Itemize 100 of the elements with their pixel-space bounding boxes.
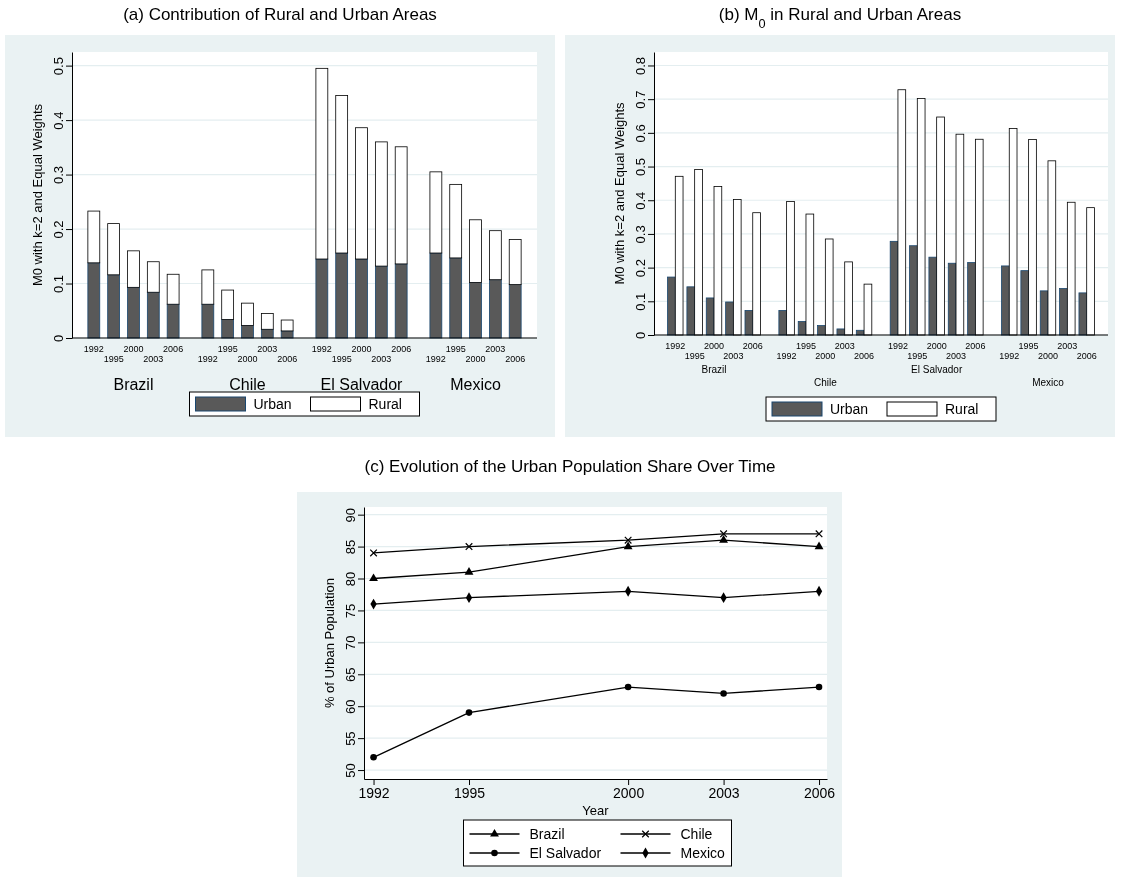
- point: [814, 541, 824, 550]
- x-tick-label: 2003: [485, 344, 506, 354]
- point: [815, 529, 823, 538]
- y-tick-label: 0.4: [51, 111, 66, 130]
- y-tick-label: 0.8: [633, 56, 648, 76]
- y-tick-label: 50: [343, 763, 358, 778]
- x-tick-label: 2006: [391, 344, 412, 354]
- x-tick-label: 1992: [358, 784, 390, 801]
- point: [624, 536, 633, 545]
- point: [624, 683, 632, 691]
- y-tick-label: 55: [343, 731, 358, 746]
- y-axis-title: M0 with k=2 and Equal Weights: [30, 103, 45, 287]
- y-tick-label: 0.1: [51, 274, 66, 294]
- legend-label: Rural: [945, 401, 979, 417]
- x-tick-label: 2000: [926, 341, 947, 351]
- text: Brazil: [113, 376, 154, 393]
- x-tick-label: 1992: [425, 354, 446, 364]
- y-tick-label: 0: [51, 334, 66, 343]
- y-tick-label: 0.3: [633, 225, 648, 244]
- point: [464, 567, 474, 575]
- y-tick-label: 0.7: [633, 90, 648, 109]
- x-tick-label: 2000: [123, 344, 144, 354]
- point: [370, 754, 377, 761]
- x-tick-label: 2000: [237, 354, 258, 364]
- x-tick-label: 1992: [83, 344, 104, 354]
- x-tick-label: 2006: [742, 341, 763, 351]
- y-tick-label: 0: [633, 331, 648, 340]
- point: [719, 535, 729, 543]
- y-tick-label: 75: [343, 603, 358, 619]
- x-tick-label: 2006: [505, 354, 526, 364]
- point: [623, 541, 633, 550]
- y-tick-label: 65: [343, 667, 358, 683]
- point: [369, 573, 378, 582]
- y-axis-title: M0 with k=2 and Equal Weights: [612, 101, 627, 285]
- x-tick-label: 2000: [351, 344, 372, 354]
- legend-label: Rural: [368, 396, 402, 412]
- x-tick-label: 1992: [197, 354, 218, 364]
- x-tick-label: 2006: [1076, 351, 1097, 361]
- x-tick-label: 2003: [257, 344, 278, 354]
- y-tick-label: 0.5: [633, 158, 648, 177]
- x-tick-label: 2006: [163, 344, 184, 354]
- chart-title: (b) M$_{0}$ in Rural and Urban Areas: [718, 5, 962, 31]
- point: [720, 690, 727, 697]
- x-tick-label: 1995: [445, 344, 466, 354]
- x-tick-label: 1995: [217, 344, 238, 354]
- x-tick-label: 1995: [684, 351, 705, 361]
- x-axis-title: Year: [582, 803, 610, 818]
- text: El Salvador: [320, 376, 404, 393]
- x-tick-label: 2003: [708, 784, 740, 801]
- x-tick-label: 2000: [815, 351, 836, 361]
- x-tick-label: 2000: [704, 341, 725, 351]
- legend-label: Mexico: [680, 845, 726, 861]
- y-tick-label: 0.5: [51, 57, 66, 76]
- x-tick-label: 2006: [277, 354, 298, 364]
- x-tick-label: 2003: [723, 351, 744, 361]
- y-tick-label: 0.3: [51, 166, 66, 185]
- y-tick-label: 80: [343, 571, 358, 587]
- x-tick-label: 2003: [946, 351, 967, 361]
- x-tick-label: 1995: [1018, 341, 1039, 351]
- y-tick-label: 90: [343, 507, 358, 523]
- x-tick-label: 1992: [776, 351, 797, 361]
- legend-label: Urban: [253, 396, 292, 412]
- x-tick-label: 2006: [803, 784, 836, 801]
- x-tick-label: 2000: [465, 354, 486, 364]
- point: [815, 683, 823, 691]
- legend-label: Chile: [680, 826, 713, 842]
- y-tick-label: 70: [343, 635, 358, 651]
- x-tick-label: 1992: [887, 341, 908, 351]
- text: Chile: [229, 376, 266, 393]
- x-tick-label: 1995: [453, 784, 486, 801]
- x-tick-label: 1995: [331, 354, 352, 364]
- text: Chile: [813, 377, 838, 388]
- chart-title: (a) Contribution of Rural and Urban Areas: [123, 5, 437, 24]
- text: Mexico: [450, 376, 501, 393]
- x-tick-label: 1992: [665, 341, 686, 351]
- y-tick-label: 0.6: [633, 124, 648, 143]
- x-tick-label: 1992: [999, 351, 1020, 361]
- text: El Salvador: [911, 364, 963, 375]
- x-tick-label: 2003: [1057, 341, 1078, 351]
- y-tick-label: 0.2: [51, 220, 66, 239]
- x-tick-label: 2006: [965, 341, 986, 351]
- y-tick-label: 0.4: [633, 191, 648, 210]
- point: [369, 549, 378, 557]
- y-tick-label: 0.2: [633, 259, 648, 278]
- legend-label: Urban: [830, 401, 869, 417]
- x-tick-label: 2003: [371, 354, 392, 364]
- chart-title: (c) Evolution of the Urban Population Share Over Time: [364, 457, 776, 476]
- text: Brazil: [701, 364, 727, 375]
- x-tick-label: 1995: [907, 351, 928, 361]
- legend-label: Brazil: [529, 826, 565, 842]
- y-tick-label: 85: [343, 539, 358, 555]
- point: [465, 709, 473, 716]
- x-tick-label: 1995: [103, 354, 124, 364]
- x-tick-label: 1995: [795, 341, 816, 351]
- x-tick-label: 1992: [311, 344, 332, 354]
- text: Mexico: [1032, 377, 1065, 388]
- x-tick-label: 2003: [143, 354, 164, 364]
- x-tick-label: 2000: [1037, 351, 1058, 361]
- legend-label: El Salvador: [529, 845, 602, 861]
- point: [719, 529, 728, 538]
